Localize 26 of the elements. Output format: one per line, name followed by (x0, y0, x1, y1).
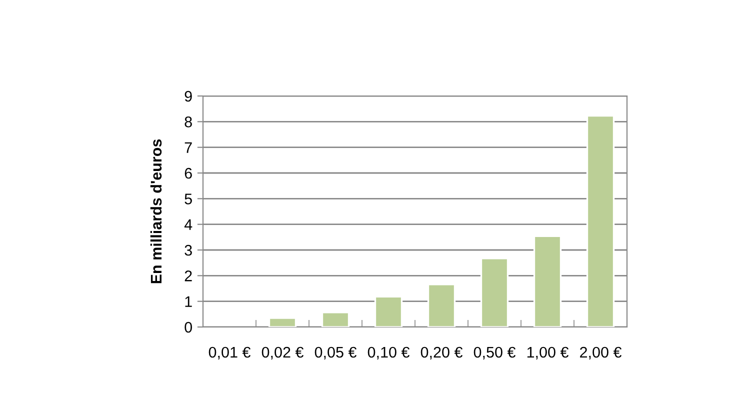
x-tick-label: 0,01 € (208, 346, 251, 360)
y-tick-label: 4 (184, 219, 192, 230)
x-tick-label: 0,50 € (474, 346, 516, 360)
x-tick-label: 2,00 € (580, 346, 622, 360)
y-tick-label: 8 (184, 116, 192, 128)
bar (480, 258, 509, 327)
bar (533, 235, 562, 327)
y-tick-label: 9 (184, 90, 192, 102)
y-tick-label: 2 (184, 270, 192, 282)
x-tick-label: 1,00 € (527, 346, 569, 360)
bar (427, 284, 456, 327)
x-tick-label: 0,10 € (368, 346, 410, 360)
bar (321, 312, 350, 327)
x-tick-label: 0,02 € (262, 346, 304, 360)
y-tick-label: 5 (184, 194, 192, 204)
y-tick-label: 7 (184, 142, 192, 153)
y-tick-label: 0 (184, 322, 192, 333)
y-tick-label: 3 (184, 244, 192, 256)
bar (268, 317, 297, 327)
x-tick-label: 0,20 € (420, 346, 463, 360)
bar (374, 296, 403, 327)
bar (586, 114, 615, 327)
y-axis-title: En milliards d'euros (150, 139, 162, 284)
y-tick-label: 6 (184, 168, 192, 179)
y-tick-label: 1 (185, 296, 192, 307)
x-tick-label: 0,05 € (314, 346, 357, 360)
